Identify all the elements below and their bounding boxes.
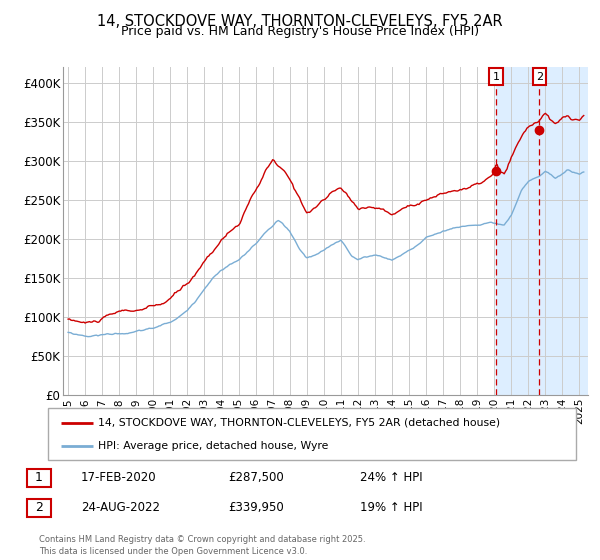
Text: HPI: Average price, detached house, Wyre: HPI: Average price, detached house, Wyre <box>98 441 329 451</box>
Text: 17-FEB-2020: 17-FEB-2020 <box>81 471 157 484</box>
Text: 14, STOCKDOVE WAY, THORNTON-CLEVELEYS, FY5 2AR (detached house): 14, STOCKDOVE WAY, THORNTON-CLEVELEYS, F… <box>98 418 500 428</box>
Text: 14, STOCKDOVE WAY, THORNTON-CLEVELEYS, FY5 2AR: 14, STOCKDOVE WAY, THORNTON-CLEVELEYS, F… <box>97 14 503 29</box>
Text: 2: 2 <box>35 501 43 515</box>
Text: 1: 1 <box>35 471 43 484</box>
Text: Contains HM Land Registry data © Crown copyright and database right 2025.
This d: Contains HM Land Registry data © Crown c… <box>39 535 365 556</box>
Text: 24-AUG-2022: 24-AUG-2022 <box>81 501 160 515</box>
Bar <box>496 67 588 395</box>
Text: £287,500: £287,500 <box>228 471 284 484</box>
Text: 19% ↑ HPI: 19% ↑ HPI <box>360 501 422 515</box>
Text: Price paid vs. HM Land Registry's House Price Index (HPI): Price paid vs. HM Land Registry's House … <box>121 25 479 38</box>
Text: 2: 2 <box>536 72 543 82</box>
Text: £339,950: £339,950 <box>228 501 284 515</box>
Text: 24% ↑ HPI: 24% ↑ HPI <box>360 471 422 484</box>
Text: 1: 1 <box>493 72 500 82</box>
